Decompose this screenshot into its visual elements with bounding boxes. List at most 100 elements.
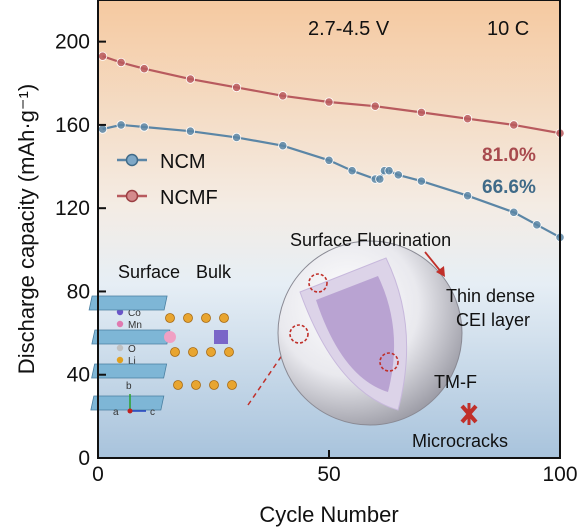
series-layer — [98, 51, 565, 242]
x-tick-label: 50 — [317, 463, 340, 486]
data-point-ncm — [98, 124, 108, 134]
li-atom — [201, 313, 211, 323]
x-axis: 0 50 100 — [92, 450, 578, 486]
li-atom — [209, 380, 219, 390]
axis-b-label: b — [126, 381, 132, 392]
highlight-circle-core — [379, 352, 399, 372]
co-octahedron — [214, 330, 228, 344]
inset-surface-label: Surface — [118, 262, 180, 282]
legend-label-ncm: NCM — [160, 151, 206, 173]
y-tick-label: 120 — [55, 197, 90, 220]
cei-arrowhead — [436, 266, 445, 277]
data-point-ncmf — [370, 101, 380, 111]
y-axis: 0 40 80 120 160 200 — [55, 31, 106, 470]
data-point-ncmf — [416, 107, 426, 118]
data-point-ncmf — [232, 82, 242, 93]
data-point-ncmf — [98, 51, 108, 61]
microcracks-icon — [460, 403, 478, 425]
cei-layer-label: CEI layer — [456, 310, 530, 330]
cei-arrow — [424, 251, 443, 274]
data-point-ncm — [393, 170, 403, 180]
y-tick-label: 160 — [55, 114, 90, 137]
axis-a-label: a — [113, 407, 119, 418]
li-atom — [173, 380, 183, 390]
element-marker-o — [116, 344, 124, 352]
li-atom — [206, 347, 216, 357]
y-axis-title: Discharge capacity (mAh·g⁻¹) — [14, 84, 39, 374]
data-point-ncmf — [116, 57, 126, 68]
y-tick-label: 80 — [67, 280, 90, 303]
mn-atom — [164, 331, 176, 343]
data-point-ncm — [139, 122, 149, 132]
condition-rate-label: 10 C — [487, 18, 529, 40]
data-point-ncmf — [278, 91, 288, 101]
legend-item-ncm: NCM — [117, 151, 206, 173]
element-label-o: O — [128, 344, 136, 355]
particle-core-cutaway — [316, 276, 395, 392]
thin-dense-label: Thin dense — [446, 286, 535, 306]
element-label-co: Co — [128, 308, 141, 319]
data-point-ncm — [278, 141, 288, 151]
y-tick-label: 0 — [78, 447, 90, 470]
inset-schematic: Surface Bulk NiCoMnFOLi b a c — [88, 230, 535, 451]
slab-1 — [88, 295, 168, 311]
data-point-ncm — [375, 174, 385, 184]
data-point-ncm — [509, 207, 519, 217]
data-point-ncm — [116, 120, 126, 130]
tm-f-label: TM-F — [434, 372, 477, 392]
legend-label-ncmf: NCMF — [160, 187, 218, 209]
li-atom — [165, 313, 175, 323]
li-atoms — [165, 313, 237, 390]
axis-a-dot — [127, 408, 133, 414]
legend-item-ncmf: NCMF — [117, 187, 218, 209]
x-axis-title: Cycle Number — [259, 502, 398, 527]
data-point-ncmf — [139, 64, 149, 74]
data-point-ncm — [416, 176, 426, 186]
data-point-ncm — [462, 191, 473, 201]
data-point-ncm — [384, 166, 394, 176]
highlight-circle-shell — [289, 324, 309, 344]
y-tick-label: 40 — [67, 364, 90, 387]
element-marker-li — [116, 356, 124, 364]
li-atom — [219, 313, 229, 323]
data-point-ncm — [324, 155, 334, 165]
ncm-retention-label: 66.6% — [482, 177, 536, 198]
data-point-ncm — [232, 132, 242, 142]
legend-marker-ncmf — [125, 189, 139, 203]
axis-c-label: c — [150, 407, 155, 418]
x-tick-label: 0 — [92, 463, 104, 486]
data-point-ncm — [532, 220, 542, 230]
legend-marker-ncm — [125, 153, 139, 167]
li-atom — [188, 347, 198, 357]
data-point-ncmf — [324, 97, 334, 107]
slab-3 — [91, 363, 168, 379]
crystal-structure-image — [88, 295, 237, 411]
li-atom — [170, 347, 180, 357]
element-label-li: Li — [128, 356, 136, 367]
element-label-mn: Mn — [128, 320, 142, 331]
legend: NCM NCMF — [117, 151, 218, 209]
data-point-ncm — [347, 166, 357, 176]
slab-2 — [91, 329, 171, 345]
inset-bulk-label: Bulk — [196, 262, 232, 282]
y-tick-label: 200 — [55, 31, 90, 54]
microcracks-label: Microcracks — [412, 431, 508, 451]
data-point-ncmf — [509, 120, 519, 130]
li-atom — [183, 313, 193, 323]
particle-sphere — [277, 240, 463, 426]
crystal-axes: b a c — [113, 381, 155, 418]
element-marker-mn — [116, 320, 124, 328]
data-point-ncmf — [462, 114, 473, 124]
condition-voltage-label: 2.7-4.5 V — [308, 18, 390, 40]
li-atom — [191, 380, 201, 390]
surface-fluorination-label: Surface Fluorination — [290, 230, 451, 250]
data-point-ncmf — [185, 74, 195, 84]
data-point-ncm — [185, 126, 195, 136]
x-tick-label: 100 — [542, 463, 577, 486]
li-atom — [227, 380, 237, 390]
slab-4 — [90, 395, 165, 411]
ncmf-retention-label: 81.0% — [482, 145, 536, 166]
li-atom — [224, 347, 234, 357]
highlight-circle-surface — [308, 273, 328, 293]
